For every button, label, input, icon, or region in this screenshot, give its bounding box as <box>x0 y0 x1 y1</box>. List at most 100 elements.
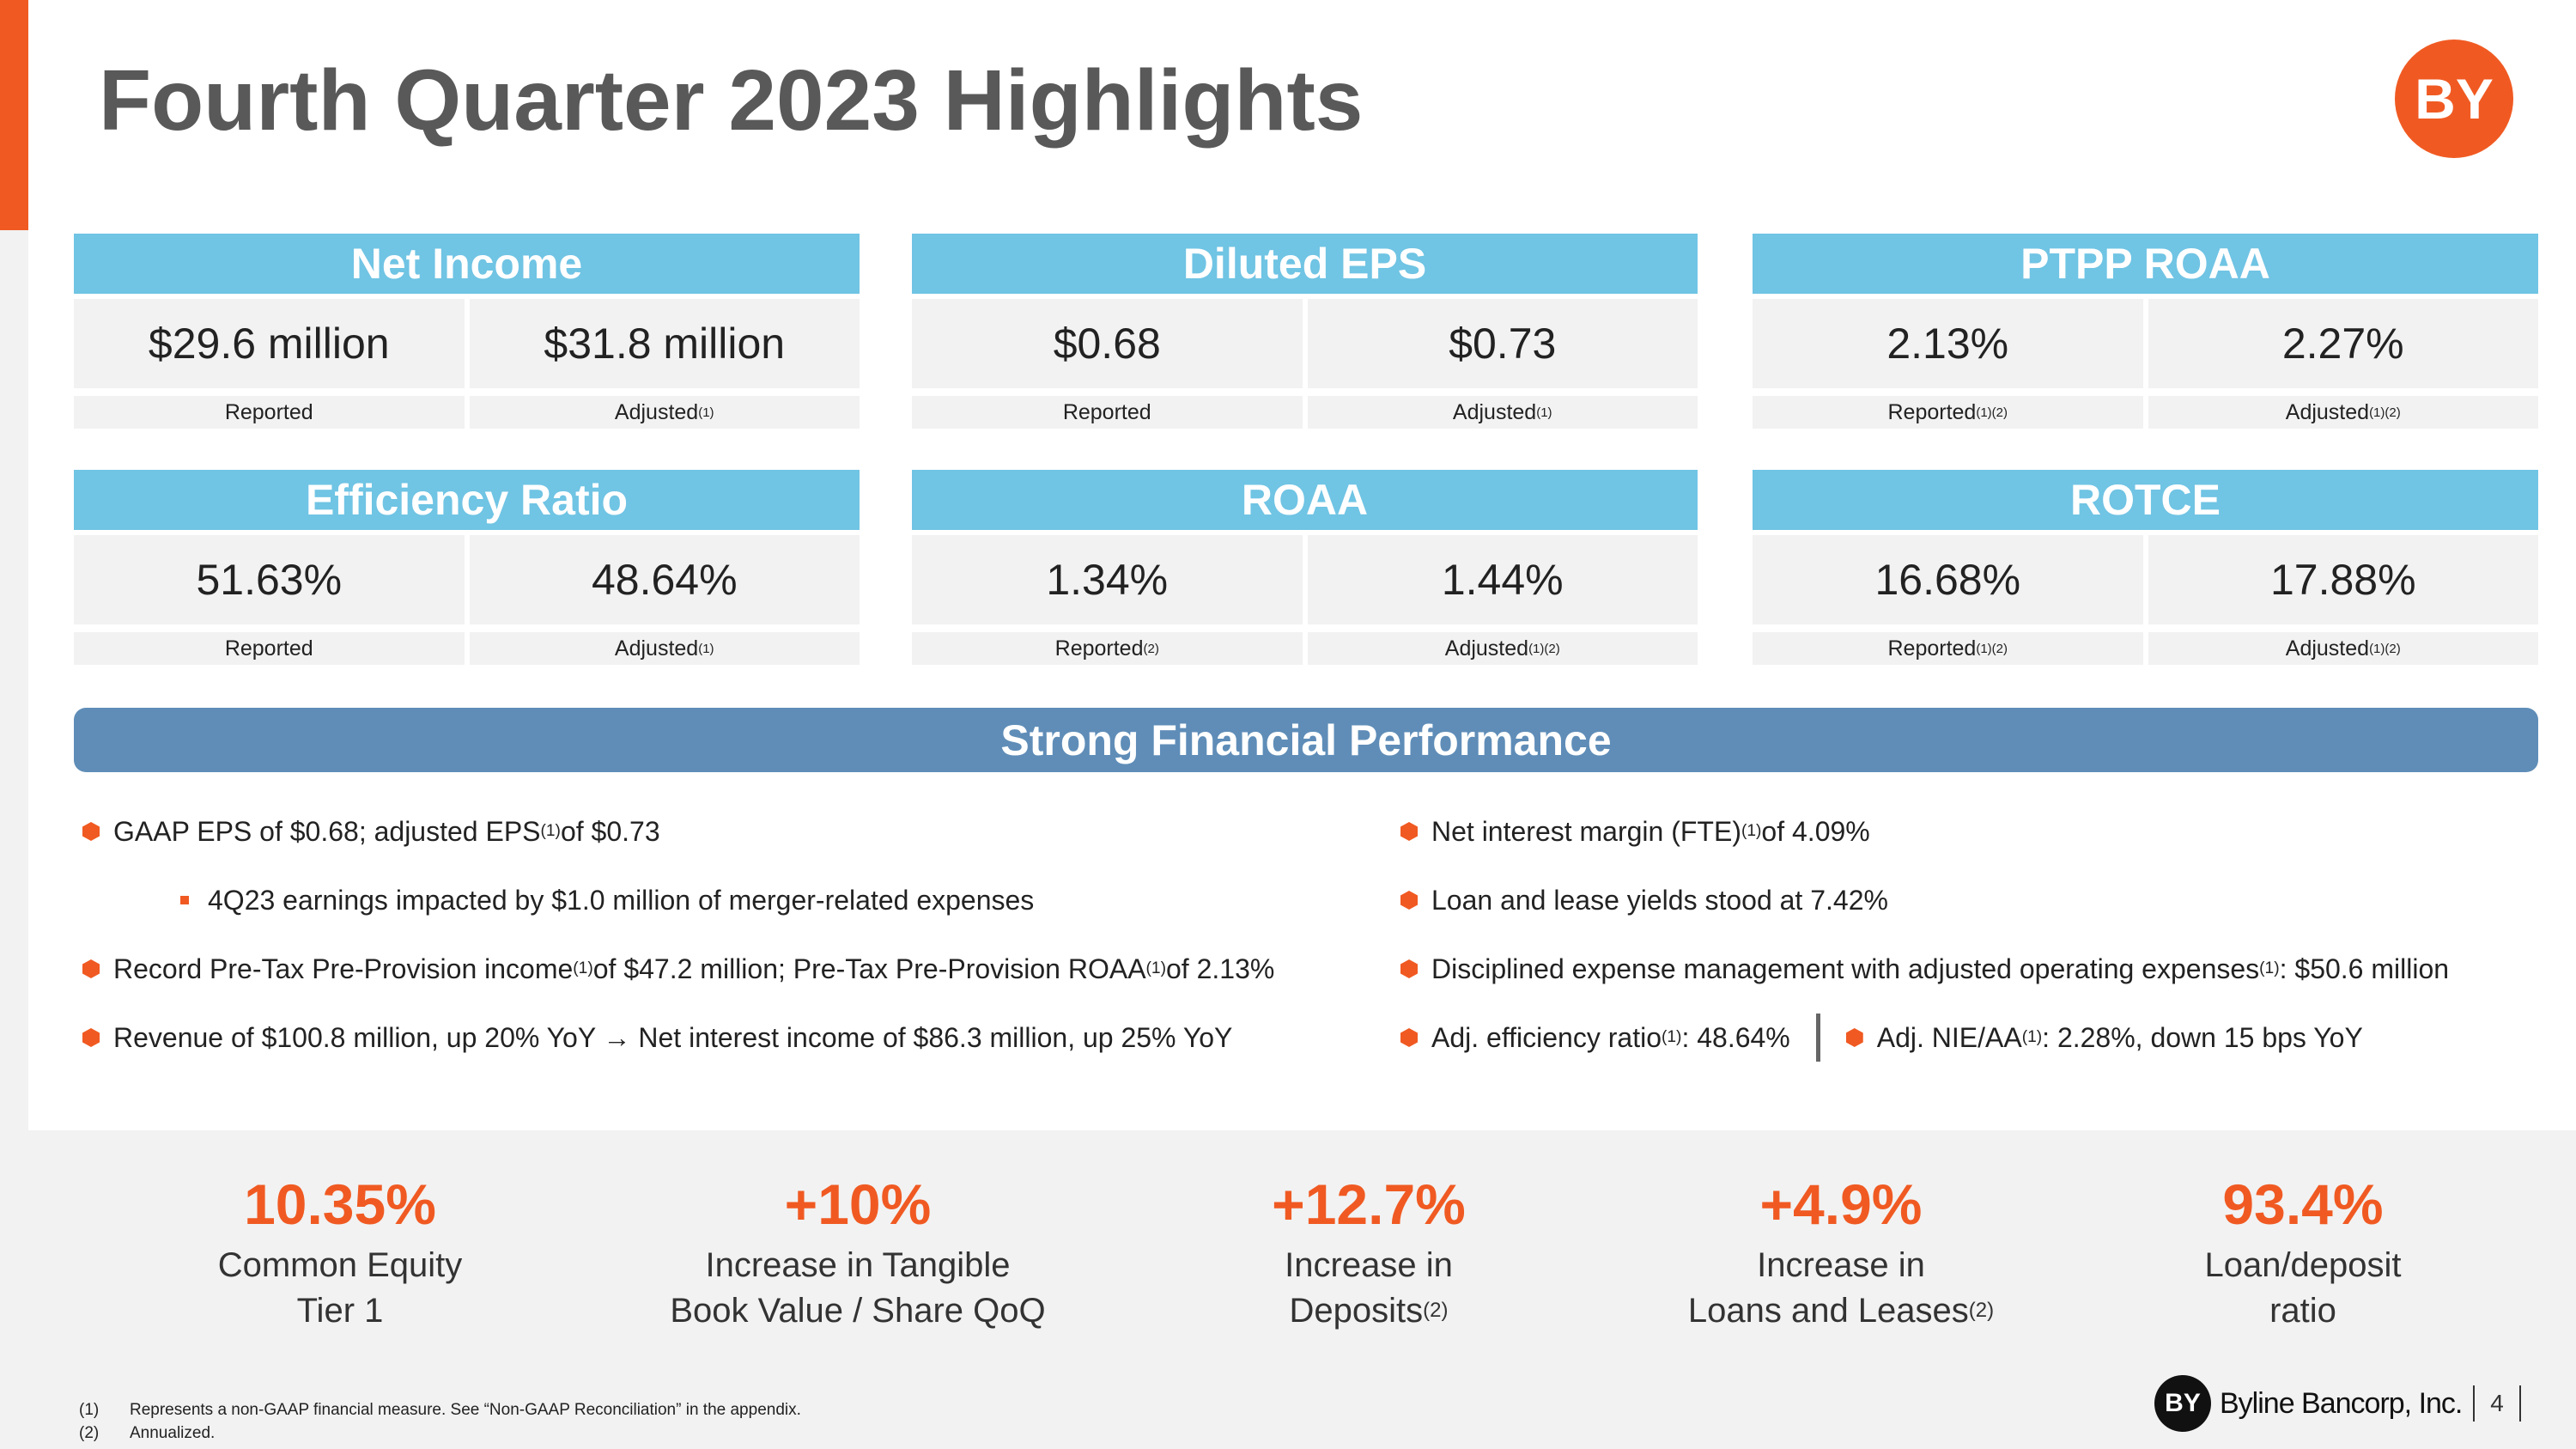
footnote-mark: (1) <box>79 1401 100 1419</box>
card-label: Adjusted (1) <box>1307 396 1698 429</box>
text: : 2.28%, down 15 bps YoY <box>2042 1021 2363 1053</box>
footer-logo: BY <box>2154 1375 2211 1432</box>
text: Reported <box>1887 399 1977 424</box>
superscript: (1)(2) <box>2369 405 2401 420</box>
text: Adjusted <box>1444 636 1529 661</box>
card-label: Reported (1)(2) <box>1753 396 2143 429</box>
stat-label: Book Value / Share QoQ <box>600 1289 1115 1332</box>
stat-label: Loans and Leases (2) <box>1583 1289 2099 1332</box>
bullet-row: Loan and lease yields stood at 7.42% <box>1400 874 1888 926</box>
card-value: 17.88% <box>2148 535 2538 624</box>
superscript: (1) <box>698 405 714 420</box>
stat-label: Loan/deposit <box>2045 1244 2561 1287</box>
text: Adj. NIE/AA <box>1876 1021 2022 1053</box>
stat-label: ratio <box>2045 1289 2561 1332</box>
text: 4Q23 earnings impacted by $1.0 million o… <box>208 884 1035 916</box>
card-label: Reported (2) <box>912 632 1303 665</box>
text: Adj. efficiency ratio <box>1431 1021 1662 1053</box>
card-label: Adjusted (1) <box>469 396 860 429</box>
card-value: 2.13% <box>1753 299 2143 388</box>
card-value: $0.68 <box>912 299 1303 388</box>
text: Adjusted <box>614 636 699 661</box>
bullet-icon <box>1400 1028 1418 1047</box>
card-label: Reported (1)(2) <box>1753 632 2143 665</box>
superscript: (2) <box>1143 641 1159 656</box>
text: Tier 1 <box>296 1291 384 1330</box>
text: Net interest margin (FTE) <box>1431 815 1741 847</box>
card-label: Reported <box>74 396 465 429</box>
card-header: ROTCE <box>1753 470 2538 530</box>
text: Loan and lease yields stood at 7.42% <box>1431 884 1888 916</box>
text: Increase in Tangible <box>705 1245 1011 1284</box>
text: of 2.13% <box>1166 953 1275 984</box>
text: Adjusted <box>1452 399 1537 424</box>
text: Common Equity <box>217 1245 463 1284</box>
stat-label: Increase in <box>1583 1244 2099 1287</box>
text: : 48.64% <box>1681 1021 1790 1053</box>
accent-bar <box>0 0 28 230</box>
bullet: Revenue of $100.8 million, up 20% YoY → … <box>82 1016 1232 1059</box>
text: Adjusted <box>614 399 699 424</box>
superscript: (2) <box>1423 1299 1449 1322</box>
text: Reported <box>224 399 313 424</box>
logo: BY <box>2395 40 2513 158</box>
footnote-text: Annualized. <box>130 1424 216 1442</box>
superscript: (2) <box>1968 1299 1995 1322</box>
text: Record Pre-Tax Pre-Provision income <box>113 953 574 984</box>
superscript: (1) <box>2021 1028 2043 1046</box>
text: Reported <box>1054 636 1144 661</box>
company-name: Byline Bancorp, Inc. <box>2220 1387 2463 1420</box>
stat-label: Deposits (2) <box>1111 1289 1626 1332</box>
card-value: 48.64% <box>469 535 860 624</box>
superscript: (1) <box>540 822 561 840</box>
text: Reported <box>1887 636 1977 661</box>
bullet-icon <box>82 959 100 978</box>
banner: Strong Financial Performance <box>74 708 2538 772</box>
bullet-icon <box>82 822 100 841</box>
bullet: GAAP EPS of $0.68; adjusted EPS (1) of $0… <box>82 810 660 853</box>
card-value: $29.6 million <box>74 299 465 388</box>
stat-label: Tier 1 <box>82 1289 598 1332</box>
superscript: (1)(2) <box>2369 641 2401 656</box>
bullet-icon <box>82 1028 100 1047</box>
card-label: Adjusted (1)(2) <box>1307 632 1698 665</box>
stat-value: 93.4% <box>2222 1172 2384 1236</box>
card-value: 1.34% <box>912 535 1303 624</box>
text: Disciplined expense management with adju… <box>1431 953 2260 984</box>
footnote-text: Represents a non-GAAP financial measure.… <box>130 1401 801 1419</box>
text: Reported <box>224 636 313 661</box>
superscript: (1)(2) <box>1976 641 2008 656</box>
stat-value: 10.35% <box>244 1172 436 1236</box>
text: GAAP EPS of $0.68; adjusted EPS <box>113 815 541 847</box>
bullet-icon <box>1400 891 1418 910</box>
text: Deposits <box>1289 1291 1424 1330</box>
card-header: Diluted EPS <box>912 234 1698 294</box>
text: Loans and Leases <box>1687 1291 1969 1330</box>
stat-value: +4.9% <box>1759 1172 1923 1236</box>
card-value: $0.73 <box>1307 299 1698 388</box>
bullet-icon <box>1400 959 1418 978</box>
bullet-row: Adj. efficiency ratio (1): 48.64% Adj. NIE… <box>1400 1012 2363 1063</box>
card-label: Reported <box>912 396 1303 429</box>
stat-label: Increase in Tangible <box>600 1244 1115 1287</box>
text: Book Value / Share QoQ <box>670 1291 1046 1330</box>
card-header: Net Income <box>74 234 860 294</box>
card-label: Adjusted (1) <box>469 632 860 665</box>
card-label: Adjusted (1)(2) <box>2148 396 2538 429</box>
card-label: Reported <box>74 632 465 665</box>
page-number: 4 <box>2473 1385 2521 1422</box>
text: Revenue of $100.8 million, up 20% YoY → … <box>113 1021 1233 1053</box>
superscript: (1) <box>1741 822 1762 840</box>
text: : $50.6 million <box>2279 953 2450 984</box>
bullet: Record Pre-Tax Pre-Provision income (1) o… <box>82 947 1274 990</box>
stat-value: +10% <box>784 1172 932 1236</box>
superscript: (1) <box>1661 1028 1682 1046</box>
superscript: (1)(2) <box>1528 641 1560 656</box>
text: Adjusted <box>2285 399 2370 424</box>
text: Reported <box>1062 399 1151 424</box>
card-header: PTPP ROAA <box>1753 234 2538 294</box>
text: ratio <box>2269 1291 2336 1330</box>
superscript: (1) <box>1536 405 1552 420</box>
bullet-row: Net interest margin (FTE) (1) of 4.09% <box>1400 806 1870 857</box>
